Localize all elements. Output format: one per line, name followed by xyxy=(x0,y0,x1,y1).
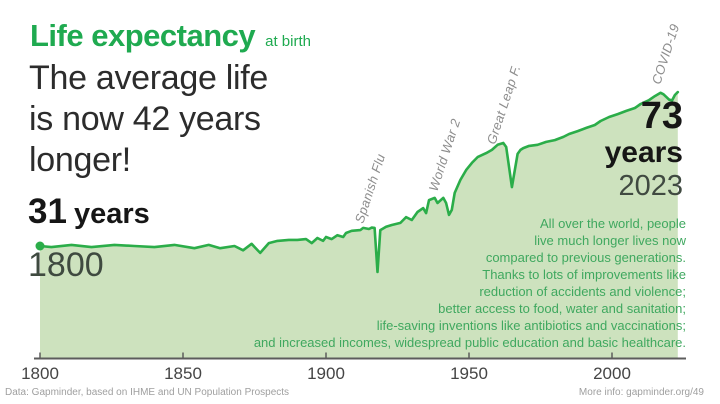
explanation-paragraph: All over the world, people live much lon… xyxy=(253,216,686,350)
x-axis-tick-label: 1900 xyxy=(307,364,345,383)
end-unit: years xyxy=(604,136,683,169)
end-value-label: 73 years 2023 xyxy=(605,97,683,202)
start-value: 31 xyxy=(28,192,67,231)
end-year-label: 2023 xyxy=(618,170,683,202)
chart-area xyxy=(40,92,678,358)
start-year-label: 1800 xyxy=(28,246,104,284)
start-value-label: 31 years xyxy=(28,192,150,232)
x-axis-tick-marks xyxy=(39,352,613,358)
start-unit: years xyxy=(73,198,150,230)
end-value: 73 xyxy=(640,95,683,137)
title-text: Life expectancy xyxy=(30,18,256,53)
chart-line xyxy=(38,90,680,274)
x-axis-tick-label: 1800 xyxy=(21,364,59,383)
footer-source: Data: Gapminder, based on IHME and UN Po… xyxy=(5,387,290,398)
x-axis-tick-label: 2000 xyxy=(593,364,631,383)
chart-start-dot xyxy=(35,241,45,251)
x-axis-tick-label: 1850 xyxy=(164,364,202,383)
page-title: Life expectancy at birth xyxy=(30,18,311,54)
headline-text: The average life is now 42 years longer! xyxy=(29,59,269,179)
title-qualifier: at birth xyxy=(265,33,311,50)
footer-more-info: More info: gapminder.org/49 xyxy=(578,387,704,398)
x-axis-tick-label: 1950 xyxy=(450,364,488,383)
